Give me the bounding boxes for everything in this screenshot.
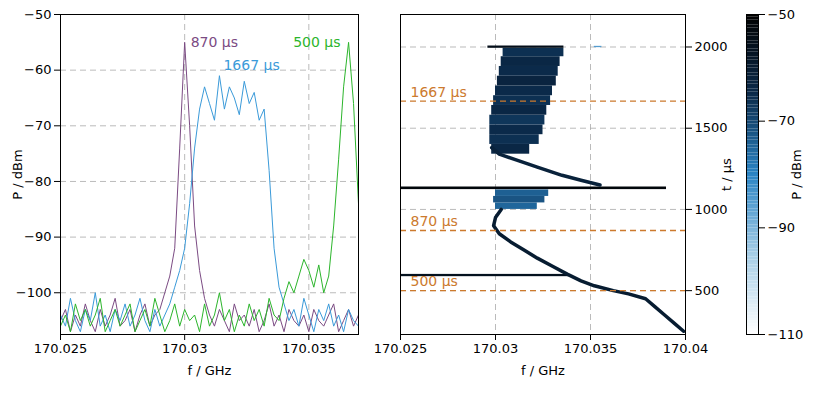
svg-text:1667 µs: 1667 µs — [411, 84, 467, 100]
svg-text:−50: −50 — [768, 7, 795, 22]
svg-text:170.035: 170.035 — [564, 341, 618, 356]
svg-text:P / dBm: P / dBm — [789, 149, 804, 199]
svg-text:170.025: 170.025 — [374, 341, 428, 356]
svg-text:170.035: 170.035 — [282, 341, 336, 356]
svg-text:−70: −70 — [768, 113, 795, 128]
svg-text:500: 500 — [695, 283, 720, 298]
svg-text:170.04: 170.04 — [663, 341, 709, 356]
svg-text:−80: −80 — [24, 174, 51, 189]
svg-text:500 µs: 500 µs — [293, 34, 340, 50]
svg-text:500 µs: 500 µs — [411, 273, 458, 289]
svg-text:t / µs: t / µs — [719, 158, 734, 191]
svg-text:f / GHz: f / GHz — [188, 363, 232, 378]
svg-text:170.03: 170.03 — [473, 341, 519, 356]
svg-text:170.03: 170.03 — [162, 341, 208, 356]
svg-text:−100: −100 — [16, 285, 52, 300]
svg-text:−90: −90 — [768, 220, 795, 235]
svg-text:−50: −50 — [24, 7, 51, 22]
svg-text:1000: 1000 — [695, 202, 728, 217]
svg-text:1500: 1500 — [695, 120, 728, 135]
svg-text:170.025: 170.025 — [34, 341, 88, 356]
svg-text:1667 µs: 1667 µs — [223, 57, 279, 73]
svg-text:P / dBm: P / dBm — [10, 149, 25, 199]
svg-text:870 µs: 870 µs — [411, 213, 458, 229]
svg-text:870 µs: 870 µs — [191, 34, 238, 50]
svg-text:−70: −70 — [24, 118, 51, 133]
svg-text:2000: 2000 — [695, 39, 728, 54]
svg-text:−110: −110 — [768, 327, 804, 342]
svg-text:−60: −60 — [24, 62, 51, 77]
svg-text:f / GHz: f / GHz — [521, 363, 565, 378]
svg-text:−90: −90 — [24, 229, 51, 244]
